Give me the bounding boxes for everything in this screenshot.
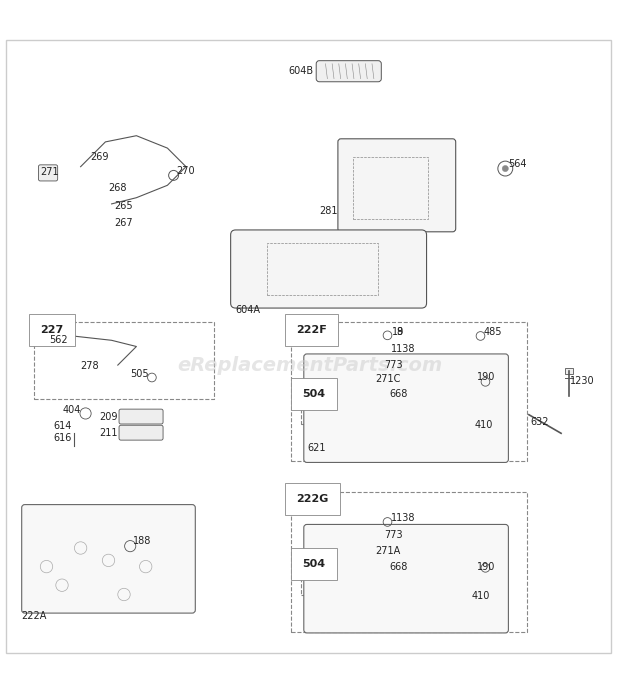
Text: 616: 616: [53, 433, 71, 444]
Text: 410: 410: [474, 420, 493, 430]
Text: 404: 404: [62, 405, 81, 414]
Text: 268: 268: [108, 184, 127, 193]
Text: 1138: 1138: [391, 514, 415, 523]
Bar: [301, 557, 356, 595]
Text: 19: 19: [392, 326, 404, 337]
Text: 668: 668: [389, 561, 408, 572]
Text: 604B: 604B: [288, 66, 313, 76]
FancyBboxPatch shape: [119, 426, 163, 440]
FancyBboxPatch shape: [338, 139, 456, 231]
FancyBboxPatch shape: [304, 354, 508, 462]
Text: 485: 485: [484, 326, 502, 337]
Text: 271C: 271C: [375, 374, 401, 384]
FancyBboxPatch shape: [38, 165, 58, 181]
Text: 505: 505: [130, 369, 149, 379]
Text: 410: 410: [471, 590, 490, 601]
Bar: [34, 322, 214, 399]
Text: 209: 209: [99, 412, 118, 421]
FancyBboxPatch shape: [119, 409, 163, 424]
Text: 281: 281: [319, 207, 338, 216]
Text: 564: 564: [508, 159, 527, 168]
Text: 604A: 604A: [236, 305, 260, 315]
Bar: [291, 322, 527, 462]
Text: 190: 190: [477, 373, 496, 383]
Text: 188: 188: [133, 536, 152, 546]
Text: 271: 271: [40, 166, 59, 177]
Text: 614: 614: [53, 421, 71, 431]
Circle shape: [502, 166, 508, 172]
Text: 269: 269: [90, 152, 108, 162]
Text: 504: 504: [303, 559, 326, 569]
Text: 222A: 222A: [22, 611, 47, 621]
Text: 668: 668: [389, 389, 408, 399]
Text: 504: 504: [303, 389, 326, 398]
Text: 265: 265: [115, 201, 133, 211]
Bar: [353, 157, 428, 220]
Text: 270: 270: [177, 166, 195, 176]
Bar: [565, 368, 573, 374]
Text: 222G: 222G: [296, 494, 329, 504]
Text: eReplacementParts.com: eReplacementParts.com: [177, 356, 443, 375]
Text: 632: 632: [530, 417, 549, 427]
Text: 8: 8: [397, 326, 403, 337]
FancyBboxPatch shape: [316, 61, 381, 82]
FancyBboxPatch shape: [22, 505, 195, 613]
Bar: [267, 243, 378, 295]
Bar: [301, 387, 356, 424]
Text: 562: 562: [50, 335, 68, 345]
Text: 271A: 271A: [375, 546, 401, 556]
Text: 773: 773: [384, 530, 403, 540]
Text: 190: 190: [477, 561, 496, 572]
Text: 621: 621: [307, 443, 326, 453]
Text: 773: 773: [384, 360, 403, 370]
FancyBboxPatch shape: [231, 230, 427, 308]
Text: 227: 227: [40, 325, 64, 335]
Text: 1138: 1138: [391, 344, 415, 354]
Text: 1230: 1230: [570, 376, 595, 385]
Bar: [291, 492, 527, 632]
Text: 278: 278: [81, 361, 99, 371]
Text: 211: 211: [99, 428, 118, 438]
Text: 267: 267: [115, 218, 133, 227]
FancyBboxPatch shape: [304, 525, 508, 633]
Text: 222F: 222F: [296, 325, 327, 335]
